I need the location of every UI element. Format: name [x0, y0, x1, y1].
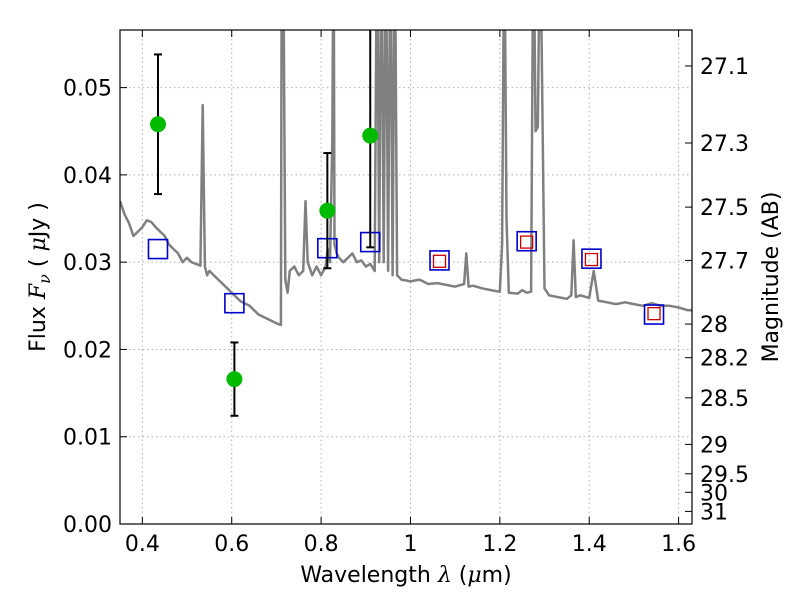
model-red-square [647, 307, 661, 321]
grid-lines [120, 30, 692, 525]
magnitude-axis-label: Magnitude (AB) [759, 192, 784, 363]
magnitude-tick-label: 29 [700, 433, 728, 458]
y-tick-label: 0.01 [63, 426, 112, 451]
observed-point [319, 202, 336, 219]
magnitude-tick-label: 29.5 [700, 463, 749, 488]
magnitude-tick-label: 28.5 [700, 387, 749, 412]
plot-frame [119, 29, 693, 525]
y-tick-label: 0.02 [63, 338, 112, 363]
spectrum-line [120, 30, 692, 327]
x-tick-label: 0.6 [214, 532, 249, 557]
x-tick-label: 1.4 [572, 532, 607, 557]
y-tick-label: 0.03 [63, 251, 112, 276]
x-tick-label: 1.2 [482, 532, 517, 557]
observed-point [149, 116, 166, 133]
y-axis-label: Flux Fν ( μJy ) [26, 202, 54, 352]
magnitude-tick-label: 27.7 [700, 249, 749, 274]
x-axis-label: Wavelength λ (μm) [300, 563, 511, 588]
y-tick-label: 0.04 [63, 164, 112, 189]
model-blue-square [516, 230, 537, 252]
model-red-square [432, 254, 447, 268]
magnitude-tick-label: 28.2 [700, 347, 749, 372]
y-tick-label: 0.00 [63, 513, 112, 538]
magnitude-tick-label: 30 [700, 481, 728, 506]
model-red-square [584, 252, 599, 267]
spectrum-layer [120, 30, 692, 327]
x-tick-label: 1 [403, 532, 417, 557]
magnitude-tick-label: 27.5 [700, 196, 749, 221]
model-blue-square [224, 292, 245, 314]
model-blue-square [429, 250, 450, 271]
x-tick-label: 0.4 [125, 532, 160, 557]
magnitude-tick-label: 27.1 [700, 55, 749, 80]
x-tick-label: 1.6 [661, 532, 696, 557]
magnitude-tick-label: 31 [700, 500, 728, 525]
magnitude-tick-label: 28 [700, 313, 728, 338]
tick-labels: 0.4 0.6 0.8 1 1.2 1.4 1.6 0.00 0.01 0.02 0.03 0.04 0… [63, 55, 749, 557]
magnitude-tick-label: 27.3 [700, 132, 749, 157]
observed-point [226, 371, 243, 388]
model-blue-square [147, 238, 169, 260]
tick-marks [120, 30, 692, 525]
marker-layer [147, 30, 665, 417]
x-tick-label: 0.8 [304, 532, 339, 557]
model-red-square [520, 235, 534, 249]
observed-point [362, 127, 379, 144]
model-blue-square [581, 248, 602, 269]
y-tick-label: 0.05 [63, 77, 112, 102]
model-blue-square [643, 304, 665, 325]
